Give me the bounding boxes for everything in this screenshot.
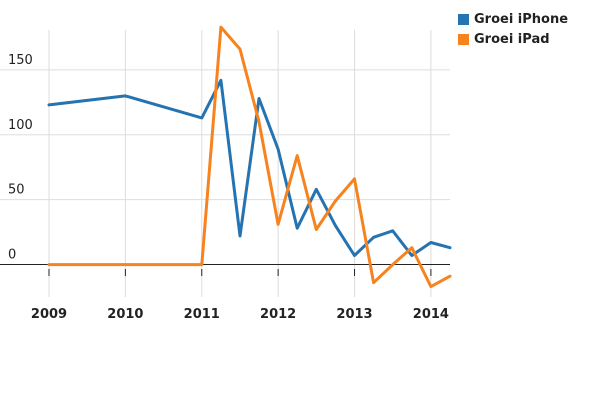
legend-item-ipad[interactable]: Groei iPad bbox=[458, 29, 568, 49]
legend-swatch-ipad bbox=[458, 33, 469, 45]
series-line-ipad bbox=[47, 25, 452, 289]
x-axis-ticks bbox=[48, 269, 432, 276]
y-tick-label: 50 bbox=[8, 183, 25, 198]
y-tick-label: 0 bbox=[8, 248, 16, 263]
x-tick-label: 2012 bbox=[260, 307, 296, 322]
legend-label-iphone: Groei iPhone bbox=[474, 11, 569, 27]
x-axis-labels: 2009 2010 2011 2012 2013 2014 bbox=[31, 307, 449, 322]
grid-lines bbox=[0, 30, 450, 297]
x-tick-label: 2014 bbox=[413, 307, 449, 322]
x-tick-label: 2010 bbox=[107, 307, 143, 322]
y-tick-label: 100 bbox=[8, 118, 33, 133]
legend-item-iphone[interactable]: Groei iPhone bbox=[458, 9, 568, 29]
series-lines bbox=[47, 25, 452, 289]
legend-label-ipad: Groei iPad bbox=[474, 31, 550, 47]
series-line-iphone bbox=[47, 78, 452, 257]
y-axis-labels: 0 50 100 150 bbox=[8, 53, 33, 263]
legend: Groei iPhone Groei iPad bbox=[458, 9, 568, 49]
x-tick-label: 2011 bbox=[184, 307, 220, 322]
y-tick-label: 150 bbox=[8, 53, 33, 68]
x-tick-label: 2009 bbox=[31, 307, 67, 322]
x-tick-label: 2013 bbox=[336, 307, 372, 322]
legend-swatch-iphone bbox=[458, 13, 469, 25]
